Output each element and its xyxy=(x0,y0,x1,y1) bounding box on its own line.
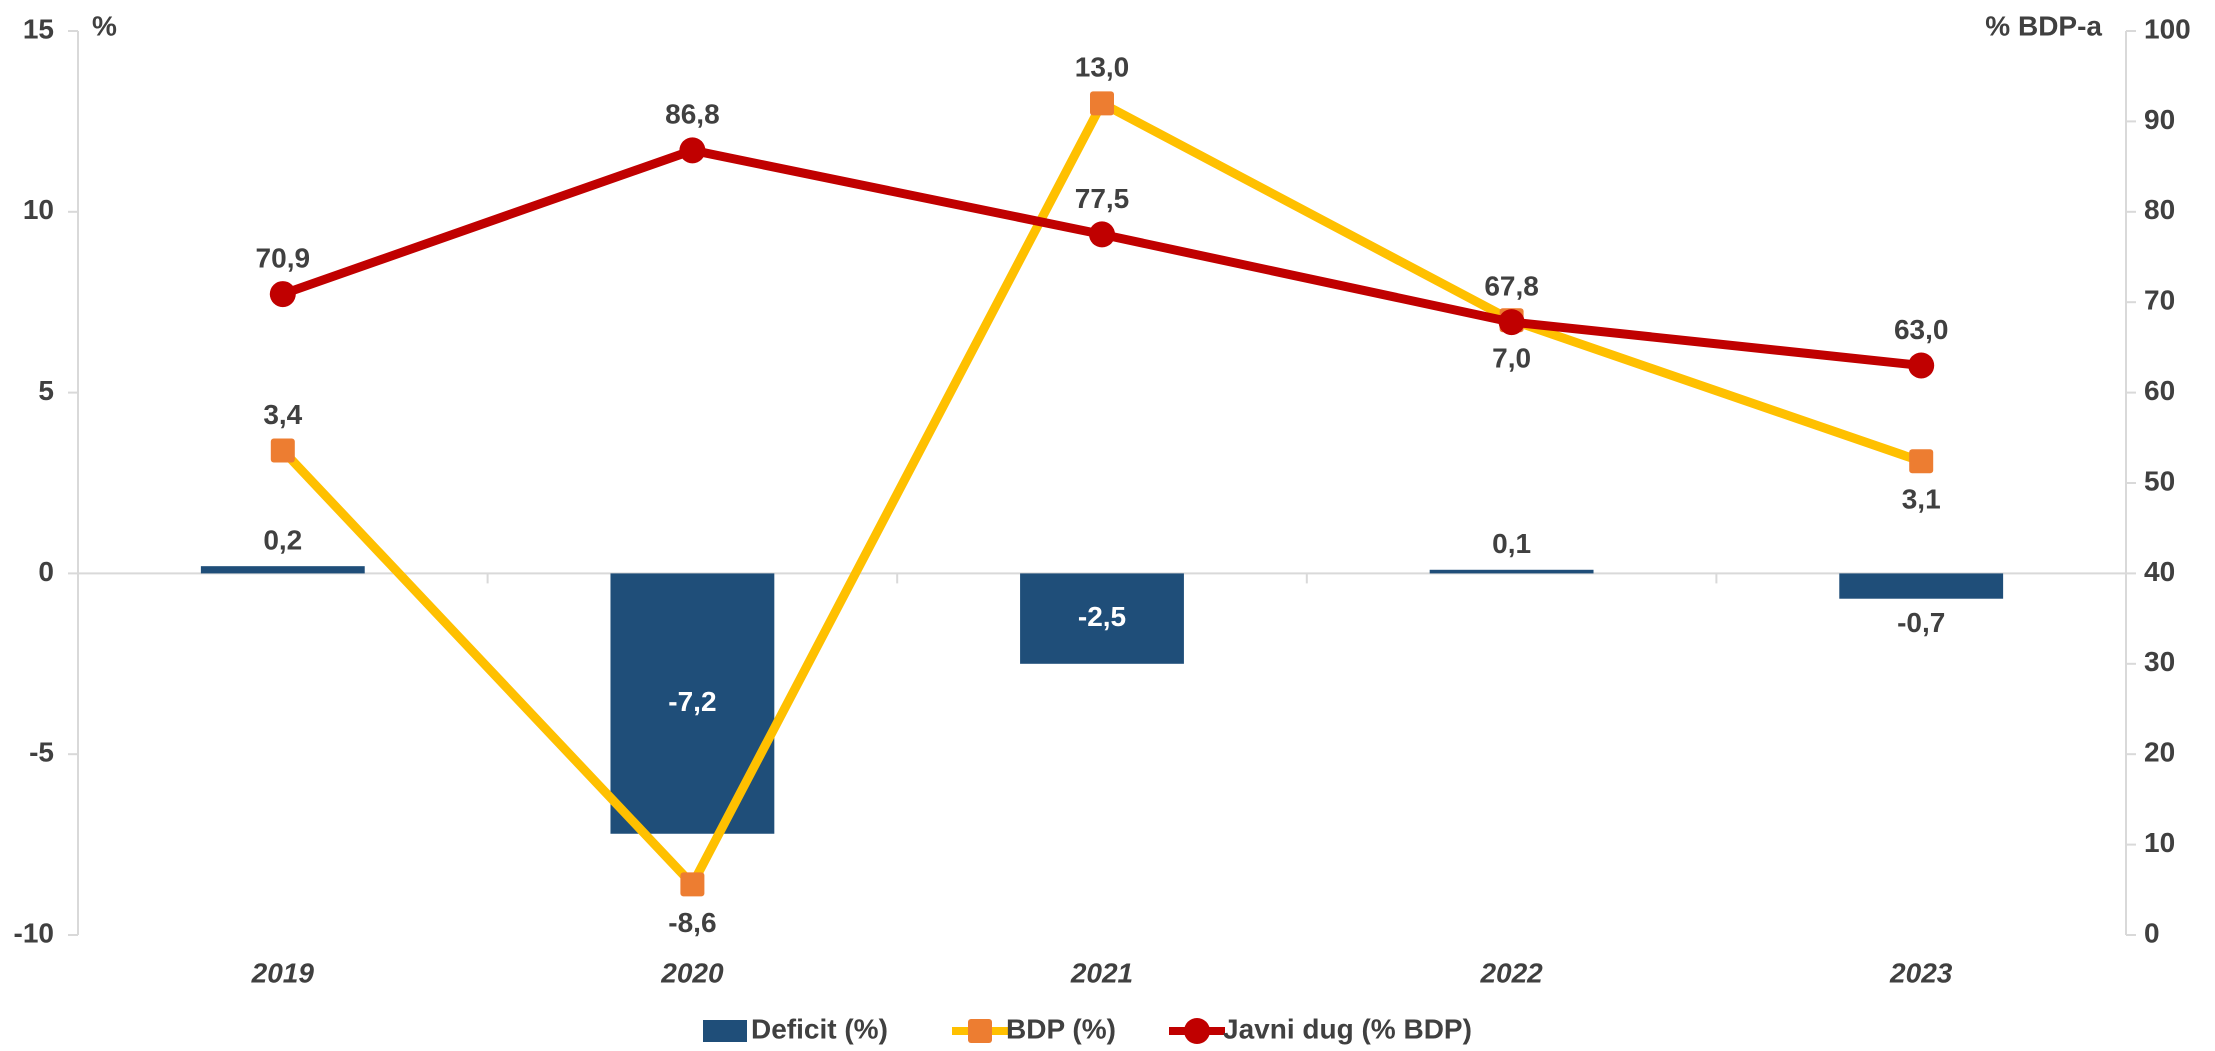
y2-tick-label: 40 xyxy=(2144,556,2175,587)
data-label: 67,8 xyxy=(1484,270,1539,301)
line xyxy=(279,98,1923,889)
data-label: 3,1 xyxy=(1902,484,1941,515)
y-tick-label: -5 xyxy=(29,737,54,768)
data-label: 86,8 xyxy=(665,99,720,130)
legend-label: Javni dug (% BDP) xyxy=(1223,1013,1472,1044)
marker xyxy=(679,137,706,164)
marker xyxy=(270,438,295,463)
legend-marker xyxy=(1184,1018,1210,1044)
y2-tick-label: 0 xyxy=(2144,917,2160,948)
y2-tick-label: 20 xyxy=(2144,737,2175,768)
data-label: 3,4 xyxy=(263,399,302,430)
y2-tick-label: 10 xyxy=(2144,827,2175,858)
data-label: 70,9 xyxy=(256,242,311,273)
x-tick-label: 2020 xyxy=(660,957,724,988)
y-tick-label: 0 xyxy=(38,556,54,587)
bar-label: 0,1 xyxy=(1492,528,1531,559)
bar xyxy=(1020,573,1184,664)
data-label: 7,0 xyxy=(1492,343,1531,374)
data-label: 63,0 xyxy=(1894,314,1949,345)
x-tick-label: 2023 xyxy=(1889,957,1953,988)
marker xyxy=(269,281,296,308)
legend-label: BDP (%) xyxy=(1006,1013,1116,1044)
y-tick-label: 10 xyxy=(23,194,54,225)
bar xyxy=(1839,573,2004,599)
marker xyxy=(1090,91,1114,116)
bar-label: -0,7 xyxy=(1897,607,1945,638)
y-tick-label: 5 xyxy=(38,375,54,406)
marker xyxy=(680,872,705,897)
data-label: 77,5 xyxy=(1075,183,1130,214)
bar xyxy=(200,566,365,574)
y2-tick-label: 50 xyxy=(2144,465,2175,496)
y2-axis-label: % BDP-a xyxy=(1985,10,2102,41)
y2-tick-label: 70 xyxy=(2144,285,2175,316)
data-label: -8,6 xyxy=(668,907,716,938)
y2-tick-label: 60 xyxy=(2144,375,2175,406)
bar-label: 0,2 xyxy=(263,525,302,556)
bar xyxy=(1429,569,1594,574)
data-label: 13,0 xyxy=(1075,52,1130,83)
y-tick-label: 15 xyxy=(23,13,54,44)
bar-label: -2,5 xyxy=(1078,601,1126,632)
y2-tick-label: 100 xyxy=(2144,13,2191,44)
y2-tick-label: 90 xyxy=(2144,104,2175,135)
x-tick-label: 2019 xyxy=(251,957,315,988)
marker xyxy=(1498,309,1525,336)
x-tick-label: 2021 xyxy=(1070,957,1133,988)
y2-tick-label: 30 xyxy=(2144,646,2175,677)
marker xyxy=(1908,352,1935,379)
marker xyxy=(1089,221,1115,248)
bar xyxy=(610,573,775,834)
y-tick-label: -10 xyxy=(14,917,54,948)
legend-swatch xyxy=(703,1020,747,1042)
x-tick-label: 2022 xyxy=(1479,957,1543,988)
marker xyxy=(1909,449,1934,474)
legend-label: Deficit (%) xyxy=(751,1013,888,1044)
bar-label: -7,2 xyxy=(668,686,716,717)
y2-tick-label: 80 xyxy=(2144,194,2175,225)
y-axis-label: % xyxy=(92,10,117,41)
legend-marker xyxy=(968,1019,992,1043)
